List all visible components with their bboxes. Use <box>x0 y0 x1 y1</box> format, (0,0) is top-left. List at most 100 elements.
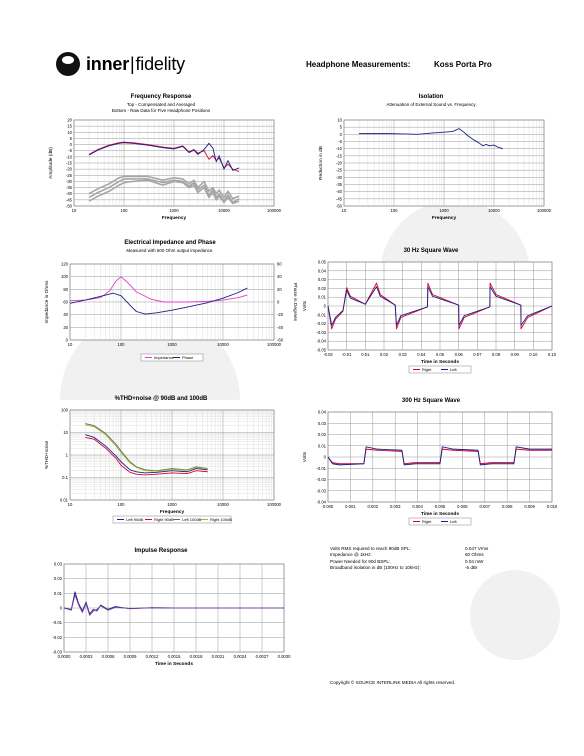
y-tick-label: -0.02 <box>316 477 326 482</box>
y-tick-label: -0.04 <box>316 500 326 505</box>
legend <box>408 365 472 374</box>
chart-subtitle: Top - Compensated and Averaged <box>126 102 196 107</box>
y-tick-label: -40 <box>66 191 73 196</box>
x-axis-label: Time in Seconds <box>421 359 459 365</box>
x-tick-label: 0.02 <box>380 352 389 357</box>
series-line-right-90db <box>85 437 208 476</box>
legend-label: Right <box>422 367 432 372</box>
y-tick-label: 10 <box>63 430 68 435</box>
y2-axis-label: Phase in Degrees <box>292 283 298 322</box>
chart-plot: 0.0000 0.0003 0.0006 0.0009 0.0012 0.0015 0.00… <box>52 562 291 668</box>
stat-row: Power Needed for 90d BSPL: 0.04 mW <box>330 559 520 565</box>
legend-label: Right 100dB <box>210 517 232 522</box>
chart-plot: 10 100 1000 10000 100000 10 5 0 -5 -10 -15 -20 -25 -3… <box>318 118 552 222</box>
impulse-response-chart: Impulse Response 0.0000 0.0003 0.0006 0.0009… <box>30 548 292 678</box>
chart-title: 300 Hz Square Wave <box>401 398 461 404</box>
y2-tick-label: -40 <box>277 325 284 330</box>
y-tick-label: 100 <box>61 408 69 413</box>
x-tick-label: 1000 <box>167 342 177 347</box>
frequency-response-chart: Frequency Response Top - Compensated and … <box>30 94 292 226</box>
y-tick-label: 0.01 <box>318 443 327 448</box>
x-tick-label: 0.05 <box>436 352 445 357</box>
y-tick-label: -5 <box>68 148 72 153</box>
y-tick-label: 0.02 <box>318 432 327 437</box>
chart-plot: 0.000 0.001 0.002 0.003 0.004 0.005 0.006 0.007… <box>302 410 558 526</box>
legend-label: Left <box>450 367 458 372</box>
x-tick-label: 0.002 <box>368 504 379 509</box>
x-tick-label: 0.009 <box>524 504 535 509</box>
x-tick-label: 0.0003 <box>80 654 93 659</box>
y-tick-label: -0.01 <box>316 466 326 471</box>
legend-label: Impedance <box>154 355 175 360</box>
x-tick-label: 0.0000 <box>58 654 71 659</box>
y-tick-label: -5 <box>338 139 342 144</box>
y-tick-label: -15 <box>66 161 73 166</box>
x-tick-label: 100000 <box>267 342 282 347</box>
y-tick-label: 0.03 <box>318 277 327 282</box>
square-wave-30hz-chart: 30 Hz Square Wave -0.02 -0.01 0.01 0.02 0.03 0… <box>300 248 562 374</box>
chart-plot: 10 100 1000 10000 100000 0 20 40 60 80 100 120 60 40 2… <box>44 262 298 362</box>
chart-subtitle: Bottom - Raw Data for Five Headphone Pos… <box>111 108 211 113</box>
y-tick-label: 60 <box>63 300 68 305</box>
logo: inner|fidelity <box>56 52 206 78</box>
page-title: Headphone Measurements: <box>306 60 411 69</box>
chart-subtitle: Measured with 600 Ohm output impedance. <box>126 248 214 253</box>
x-axis-label: Frequency <box>162 215 187 221</box>
x-tick-label: 0.10 <box>548 352 557 357</box>
stat-value: 60 Ohms <box>465 552 484 558</box>
chart-title: Electrical Impedance and Phase <box>124 240 216 246</box>
x-tick-label: 0.10 <box>529 352 538 357</box>
x-tick-label: 100000 <box>267 502 282 507</box>
y-tick-label: 0 <box>60 606 63 611</box>
chart-subtitle: Attenuation of External Sound vs. Freque… <box>386 102 476 107</box>
y-tick-label: -10 <box>66 154 73 159</box>
y-tick-label: -20 <box>336 161 343 166</box>
y-tick-label: -20 <box>66 167 73 172</box>
x-tick-label: 0.008 <box>502 504 513 509</box>
x-tick-label: 0.0027 <box>256 654 269 659</box>
y-axis-label: Impedance in Ohms <box>44 280 50 324</box>
y-tick-label: -0.05 <box>316 348 326 353</box>
x-tick-label: 0.007 <box>480 504 491 509</box>
x-tick-label: 0.0012 <box>146 654 159 659</box>
y2-tick-label: 20 <box>277 287 282 292</box>
y-tick-label: 120 <box>61 262 69 267</box>
y-tick-label: -10 <box>336 146 343 151</box>
impedance-phase-chart: Electrical Impedance and Phase Measured w… <box>30 240 310 370</box>
chart-title: Frequency Response <box>130 94 192 100</box>
y-tick-label: -0.04 <box>316 339 326 344</box>
x-tick-label: 0.006 <box>457 504 468 509</box>
y-tick-label: -35 <box>66 185 73 190</box>
y-tick-label: -0.01 <box>52 620 62 625</box>
series-line-phase <box>69 287 248 315</box>
y-tick-label: -30 <box>336 175 343 180</box>
chart-plot: 10 100 1000 10000 100000 100 10 1 0.1 0.01 Frequen… <box>44 408 282 524</box>
y-tick-label: -25 <box>66 173 73 178</box>
logo-brand-rest: fidelity <box>135 54 186 74</box>
measurement-stats: Volts RMS required to reach 90dB SPL: 0.0… <box>330 546 520 572</box>
series-line-1 <box>63 594 284 616</box>
chart-title: Impulse Response <box>134 548 188 554</box>
x-axis-label: Frequency <box>432 215 457 221</box>
y-tick-label: 0 <box>324 455 327 460</box>
y-tick-label: -25 <box>336 168 343 173</box>
x-tick-label: 0.003 <box>390 504 401 509</box>
y-tick-label: 20 <box>67 118 72 123</box>
legend <box>408 517 472 526</box>
stat-label: Broadband isolation in dB (100Hz to 10kH… <box>330 565 421 571</box>
y-tick-label: 15 <box>67 124 72 129</box>
y-tick-label: 10 <box>337 118 342 123</box>
y-tick-label: 0.04 <box>318 268 327 273</box>
x-tick-label: 0.0015 <box>168 654 181 659</box>
stat-value: 0.04 mW <box>465 558 484 564</box>
y-tick-label: -30 <box>66 179 73 184</box>
stat-value: 0.047 Vrms <box>465 546 489 551</box>
y-axis-label: Reduction in dB <box>318 146 324 180</box>
x-tick-label: 0.06 <box>455 352 464 357</box>
x-tick-label: 1000 <box>169 208 179 213</box>
series-line-1 <box>88 142 240 171</box>
y-tick-label: 100 <box>61 274 69 279</box>
x-tick-label: 10000 <box>217 342 229 347</box>
y2-tick-label: 60 <box>277 262 282 267</box>
y-tick-label: -45 <box>336 196 343 201</box>
